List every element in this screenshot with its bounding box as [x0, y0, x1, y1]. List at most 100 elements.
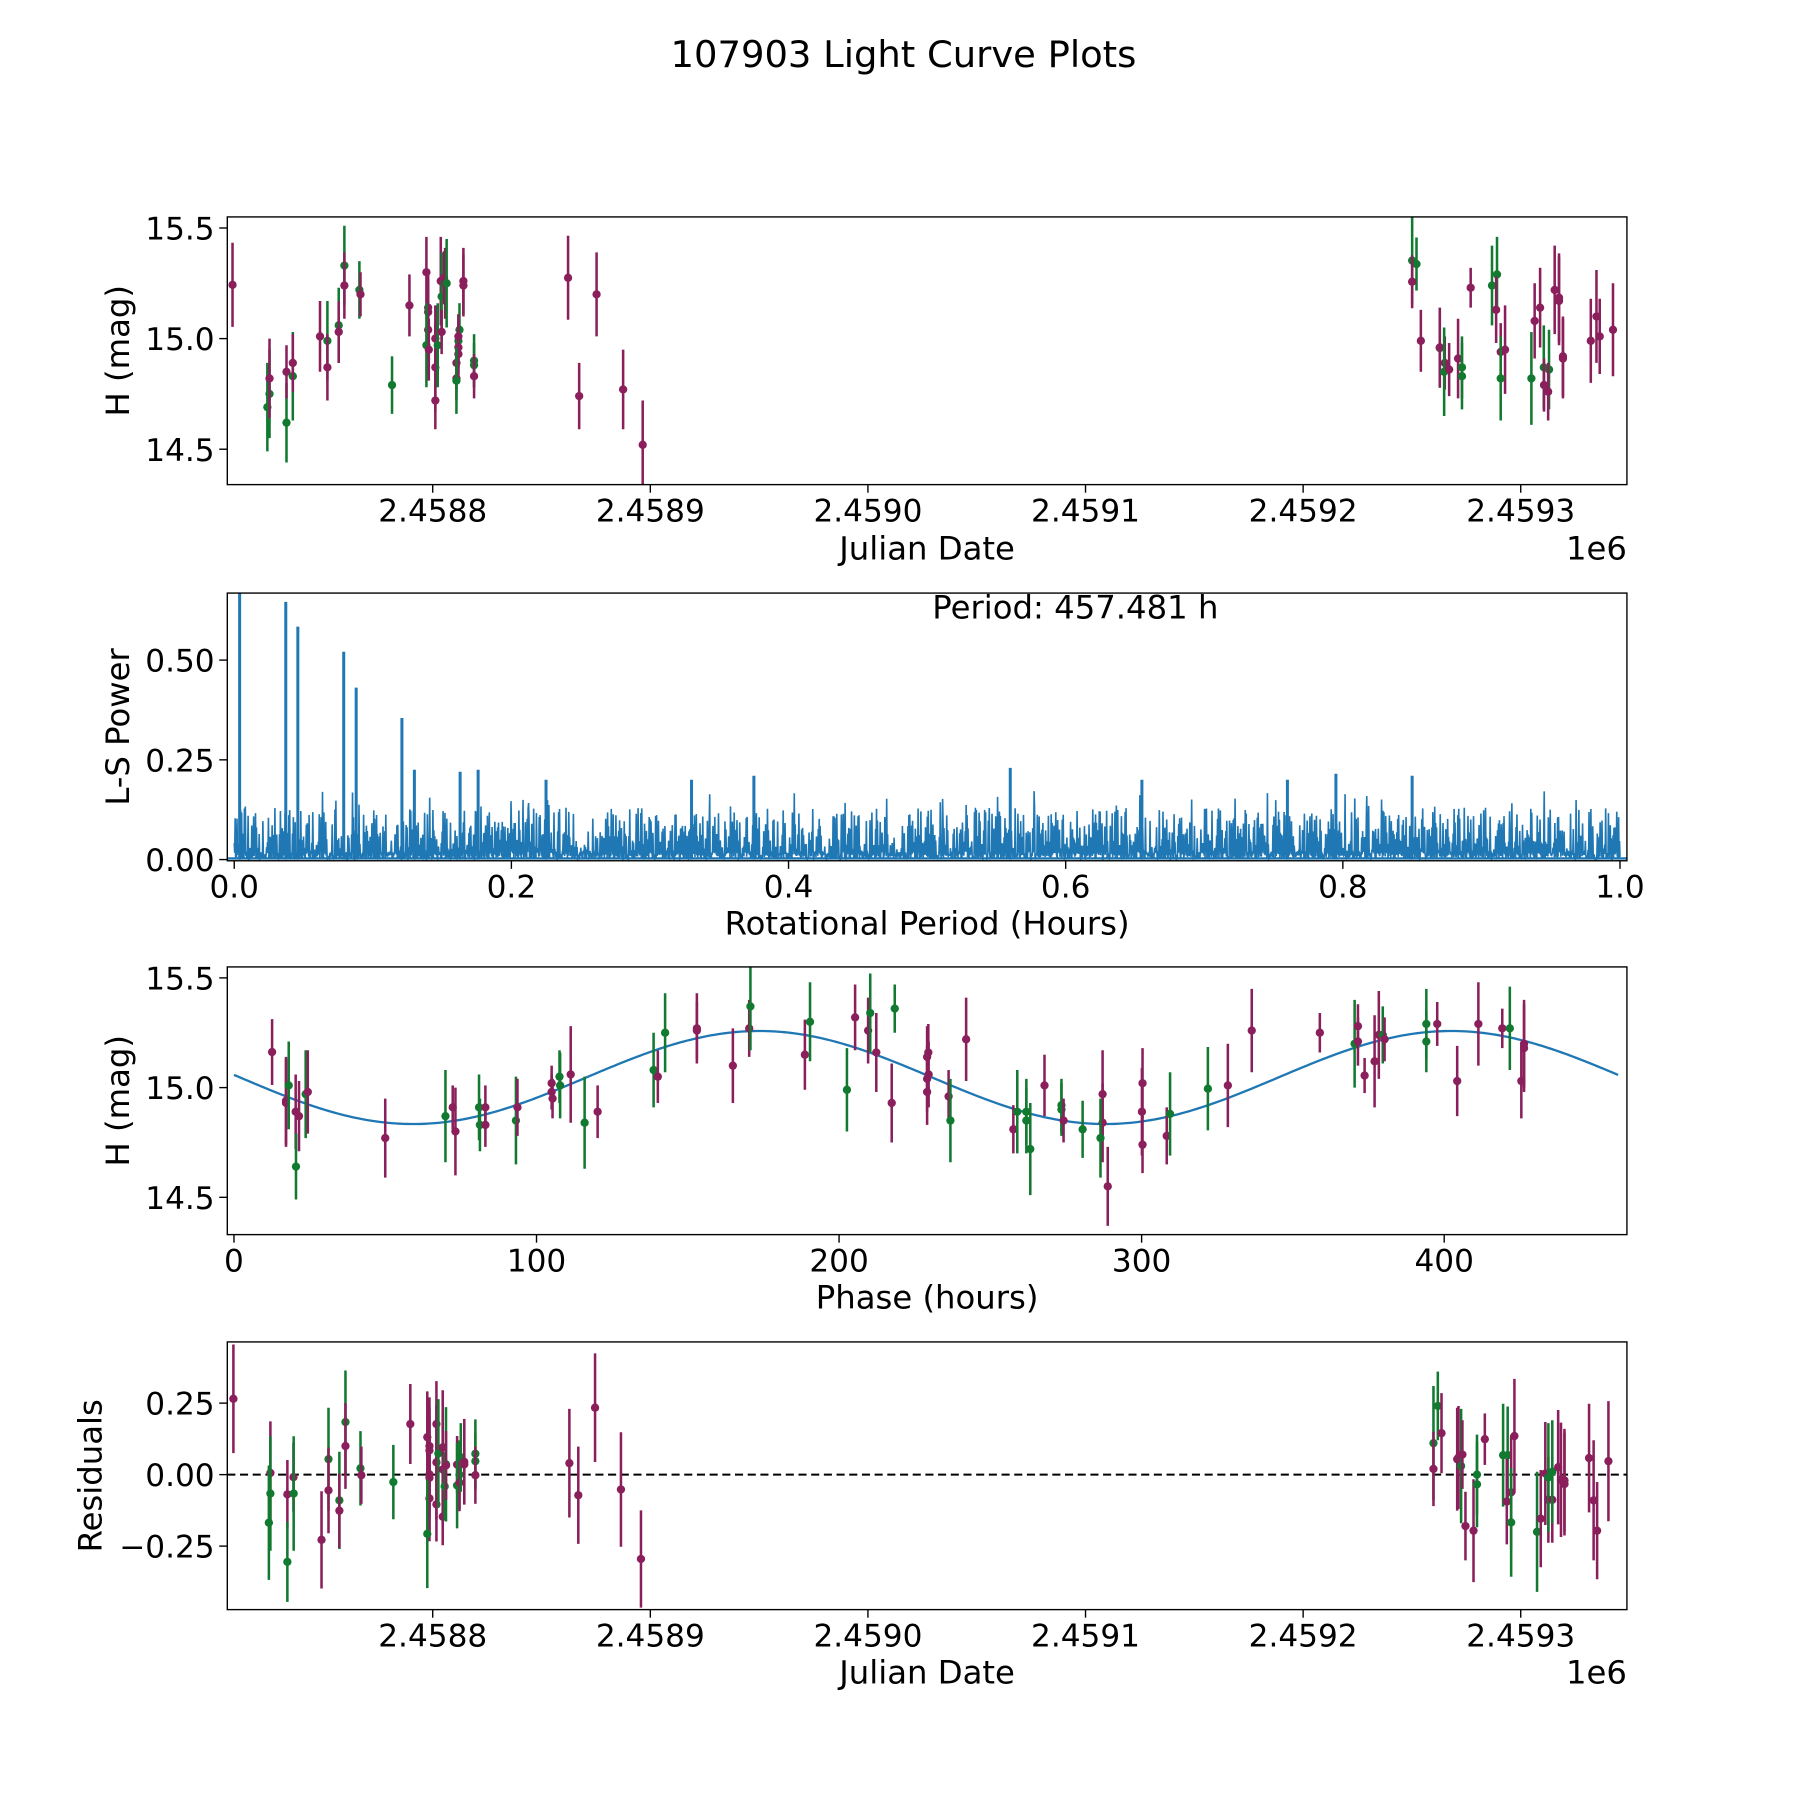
data-point: [455, 1478, 464, 1487]
data-point: [1078, 1125, 1087, 1134]
data-point: [1456, 1461, 1466, 1471]
data-point: [653, 1072, 662, 1081]
data-point: [334, 327, 343, 337]
data-point: [291, 1162, 301, 1171]
data-point: [356, 290, 365, 299]
data-point: [1223, 1081, 1233, 1090]
x-tick-label: 2.4589: [596, 1619, 705, 1655]
data-point: [618, 385, 628, 394]
data-point: [441, 1111, 450, 1121]
data-point: [1487, 281, 1497, 290]
y-tick-label: 14.5: [145, 1181, 214, 1217]
data-point: [574, 1491, 583, 1500]
data-point: [638, 440, 647, 449]
data-point: [459, 281, 468, 290]
data-point: [1548, 1467, 1557, 1476]
x-tick-label: 2.4593: [1466, 494, 1575, 530]
data-point: [746, 1002, 755, 1011]
data-point: [284, 1081, 293, 1090]
data-point: [340, 281, 349, 290]
data-point: [288, 358, 297, 368]
data-point: [406, 1419, 415, 1429]
y-tick-label: 15.0: [145, 322, 214, 358]
y-tick-label: 15.5: [145, 961, 214, 997]
y-tick-label: 15.0: [145, 1071, 214, 1107]
axes-frame: [226, 216, 1628, 486]
x-tick-label: 2.4592: [1249, 1619, 1358, 1655]
panel-residuals: 2.4588 2.4589 2.4590 2.4591 2.4592 2.4593 −0.2…: [72, 1341, 1628, 1691]
data-point: [1433, 1019, 1442, 1029]
data-point: [1584, 1453, 1594, 1463]
data-point: [548, 1094, 557, 1103]
x-tick-label: 2.4593: [1466, 1619, 1575, 1655]
data-point: [1437, 1429, 1446, 1438]
x-axis-label: Julian Date: [837, 1653, 1015, 1691]
data-point: [1535, 303, 1545, 312]
data-point: [1429, 1464, 1438, 1474]
data-point: [1608, 325, 1618, 334]
data-point: [452, 376, 461, 385]
data-point: [511, 1116, 521, 1125]
data-point: [890, 1004, 899, 1013]
x-tick-label: 0.2: [487, 870, 537, 906]
data-point: [1498, 1024, 1507, 1033]
x-tick-label: 2.4591: [1031, 494, 1140, 530]
data-point: [1370, 1057, 1379, 1066]
data-point: [946, 1116, 955, 1125]
data-point: [1592, 1526, 1602, 1535]
data-point: [1165, 1109, 1175, 1119]
data-point: [1527, 374, 1536, 383]
data-point: [1457, 372, 1467, 381]
data-point: [1532, 1527, 1542, 1536]
data-point: [1380, 1035, 1389, 1044]
data-point: [580, 1118, 589, 1127]
data-point: [264, 1518, 274, 1527]
data-point: [1040, 1081, 1049, 1090]
data-point: [283, 1557, 292, 1567]
data-point: [294, 1111, 304, 1121]
data-point: [1589, 1496, 1598, 1505]
data-point: [1360, 1071, 1369, 1080]
x-axis-label: Rotational Period (Hours): [725, 905, 1130, 943]
data-point: [1503, 1451, 1512, 1460]
data-point: [961, 1035, 971, 1044]
y-tick-label: −0.25: [119, 1530, 214, 1566]
data-point: [1550, 285, 1559, 295]
y-tick-label: 0.50: [145, 644, 214, 680]
panel-periodogram: Period: 457.481 h 0.0 0.2 0.4 0.6 0.8 1.0 0.00 0…: [99, 588, 1645, 943]
data-point: [341, 1441, 350, 1451]
data-point: [850, 1013, 860, 1022]
data-point: [434, 1449, 443, 1458]
x-offset-label: 1e6: [1566, 1653, 1627, 1691]
data-point: [1539, 380, 1549, 390]
data-point: [1138, 1140, 1147, 1149]
data-point: [315, 332, 325, 341]
data-point: [866, 1008, 875, 1018]
data-point: [1536, 1514, 1545, 1523]
data-point: [1013, 1107, 1022, 1116]
data-point: [649, 1065, 658, 1075]
data-point: [324, 1486, 333, 1495]
data-point: [592, 290, 601, 299]
data-point: [566, 1070, 575, 1079]
data-point: [1543, 387, 1553, 396]
data-point: [565, 1459, 574, 1468]
data-point: [389, 1477, 398, 1487]
data-point: [265, 374, 274, 383]
data-point: [451, 1127, 460, 1136]
data-point: [1510, 1431, 1519, 1441]
data-point: [381, 1133, 390, 1143]
y-axis-label: H (mag): [99, 1035, 137, 1167]
x-tick-label: 200: [809, 1244, 868, 1280]
data-point: [887, 1098, 896, 1108]
x-tick-label: 100: [507, 1244, 566, 1280]
data-point: [323, 363, 332, 372]
data-point: [282, 418, 291, 427]
data-point: [283, 1490, 292, 1499]
plot-area: [227, 593, 1627, 861]
x-tick-label: 1.0: [1595, 870, 1645, 906]
x-tick-label: 0.0: [209, 870, 259, 906]
data-point: [1558, 354, 1568, 363]
data-point: [460, 1460, 469, 1469]
data-point: [1469, 1526, 1478, 1535]
